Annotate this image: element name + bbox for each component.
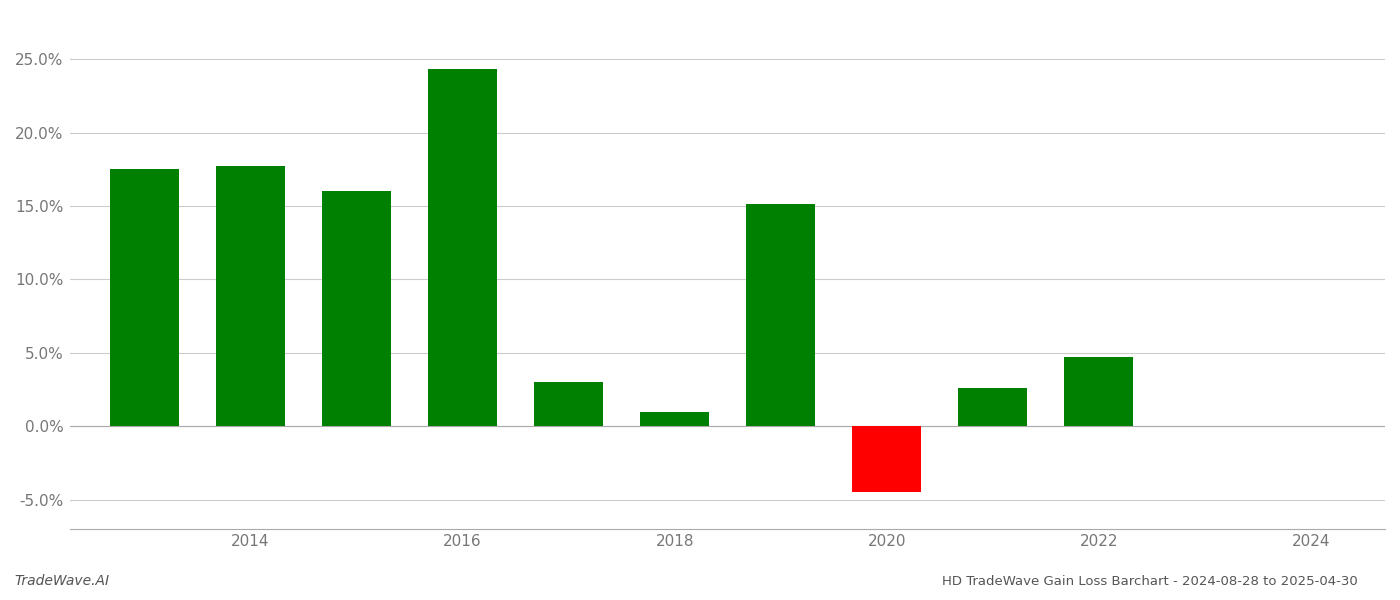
Bar: [535, 382, 603, 427]
Text: HD TradeWave Gain Loss Barchart - 2024-08-28 to 2025-04-30: HD TradeWave Gain Loss Barchart - 2024-0…: [942, 575, 1358, 588]
Bar: [958, 388, 1028, 427]
Text: TradeWave.AI: TradeWave.AI: [14, 574, 109, 588]
Bar: [1064, 357, 1133, 427]
Bar: [428, 70, 497, 427]
Bar: [853, 427, 921, 493]
Bar: [111, 169, 179, 427]
Bar: [640, 412, 710, 427]
Bar: [322, 191, 391, 427]
Bar: [746, 205, 815, 427]
Bar: [216, 166, 286, 427]
